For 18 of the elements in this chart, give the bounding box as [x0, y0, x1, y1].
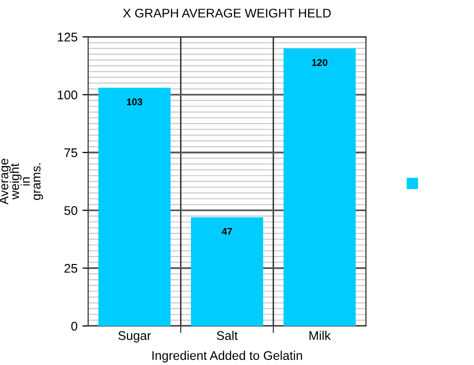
- data-label: 103: [126, 98, 142, 106]
- x-tick-label: Milk: [310, 330, 331, 340]
- y-tick-label: 50: [64, 206, 78, 215]
- bar: [98, 88, 171, 326]
- bar: [284, 48, 356, 326]
- x-tick-label: Salt: [216, 330, 238, 340]
- data-label: 120: [312, 59, 328, 66]
- y-tick-label: 25: [64, 264, 78, 273]
- chart-title: X GRAPH AVERAGE WEIGHT HELD: [123, 8, 331, 18]
- x-tick-label: Sugar: [118, 331, 151, 342]
- y-tick-label: 75: [64, 148, 78, 158]
- y-tick-label: 100: [58, 90, 78, 100]
- y-tick-label: 0: [71, 322, 78, 331]
- y-tick-label: 125: [58, 32, 78, 42]
- bar: [190, 217, 264, 326]
- x-axis-title: Ingredient Added to Gelatin: [152, 350, 302, 362]
- y-axis-title: Average weight in grams.: [0, 158, 44, 205]
- data-label: 47: [222, 228, 232, 235]
